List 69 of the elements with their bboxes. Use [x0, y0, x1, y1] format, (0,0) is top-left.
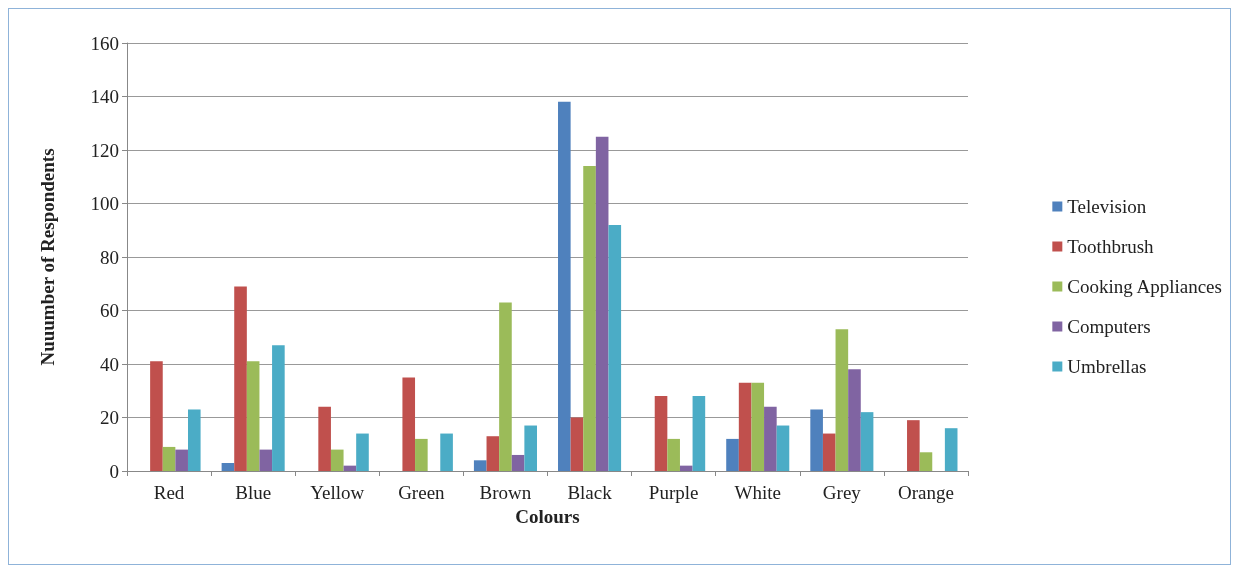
bar	[473, 460, 487, 471]
x-tick-label: Orange	[897, 482, 954, 503]
bar	[654, 396, 668, 471]
bar	[524, 425, 537, 471]
bar	[583, 166, 596, 471]
bar	[246, 361, 260, 471]
x-tick-label: White	[734, 482, 781, 503]
bar	[330, 449, 344, 471]
bar	[679, 465, 693, 471]
bar	[595, 136, 609, 471]
y-tick-label: 100	[90, 193, 119, 214]
bar	[221, 462, 235, 471]
x-tick-label: Green	[398, 482, 446, 503]
bar	[848, 369, 861, 471]
bar	[726, 438, 739, 471]
bar	[822, 433, 836, 471]
bar	[234, 286, 247, 471]
legend-label: Umbrellas	[1067, 356, 1147, 377]
bar	[486, 436, 500, 471]
bar	[738, 382, 752, 471]
bar	[919, 452, 933, 471]
bar	[558, 101, 571, 471]
x-tick-label: Red	[153, 482, 185, 503]
bar	[175, 449, 188, 471]
bar	[150, 361, 163, 471]
bar	[860, 412, 874, 471]
bar	[499, 302, 512, 471]
x-axis-title: Colours	[515, 506, 580, 527]
y-tick-label: 0	[109, 460, 119, 482]
y-tick-label: 40	[100, 353, 119, 375]
bar	[272, 345, 285, 471]
bar	[162, 446, 176, 471]
bar	[343, 465, 357, 471]
bar	[259, 449, 273, 471]
bar	[415, 438, 428, 471]
x-tick-label: Yellow	[310, 482, 365, 503]
x-tick-label: Grey	[822, 482, 862, 503]
y-tick-label: 160	[90, 32, 119, 54]
bar	[907, 420, 920, 471]
bar	[751, 382, 765, 471]
legend-label: Cooking Appliances	[1067, 276, 1222, 297]
bar	[402, 377, 416, 471]
bar	[810, 409, 823, 471]
bar	[356, 433, 369, 471]
bar	[944, 428, 958, 471]
bar	[511, 454, 525, 471]
bar	[440, 433, 453, 471]
bar	[608, 224, 622, 471]
x-tick-label: Purple	[648, 482, 699, 503]
y-tick-label: 60	[100, 300, 119, 321]
x-tick-label: Blue	[235, 482, 272, 503]
y-axis-title: Nuuumber of Respondents	[37, 148, 58, 366]
legend-label: Computers	[1067, 316, 1151, 337]
bar	[318, 406, 331, 471]
bar	[570, 417, 584, 471]
y-tick-label: 120	[90, 139, 119, 161]
legend-label: Toothbrush	[1067, 236, 1155, 257]
bar	[692, 396, 706, 471]
x-tick-label: Brown	[479, 482, 532, 503]
bar	[776, 425, 790, 471]
x-tick-label: Black	[567, 482, 613, 503]
bar	[764, 406, 777, 471]
bar	[187, 409, 201, 471]
bar	[667, 438, 680, 471]
y-tick-label: 140	[90, 86, 119, 107]
y-tick-label: 20	[100, 407, 119, 428]
y-tick-label: 80	[100, 246, 119, 268]
bar	[835, 329, 849, 471]
legend-label: Television	[1067, 196, 1147, 217]
